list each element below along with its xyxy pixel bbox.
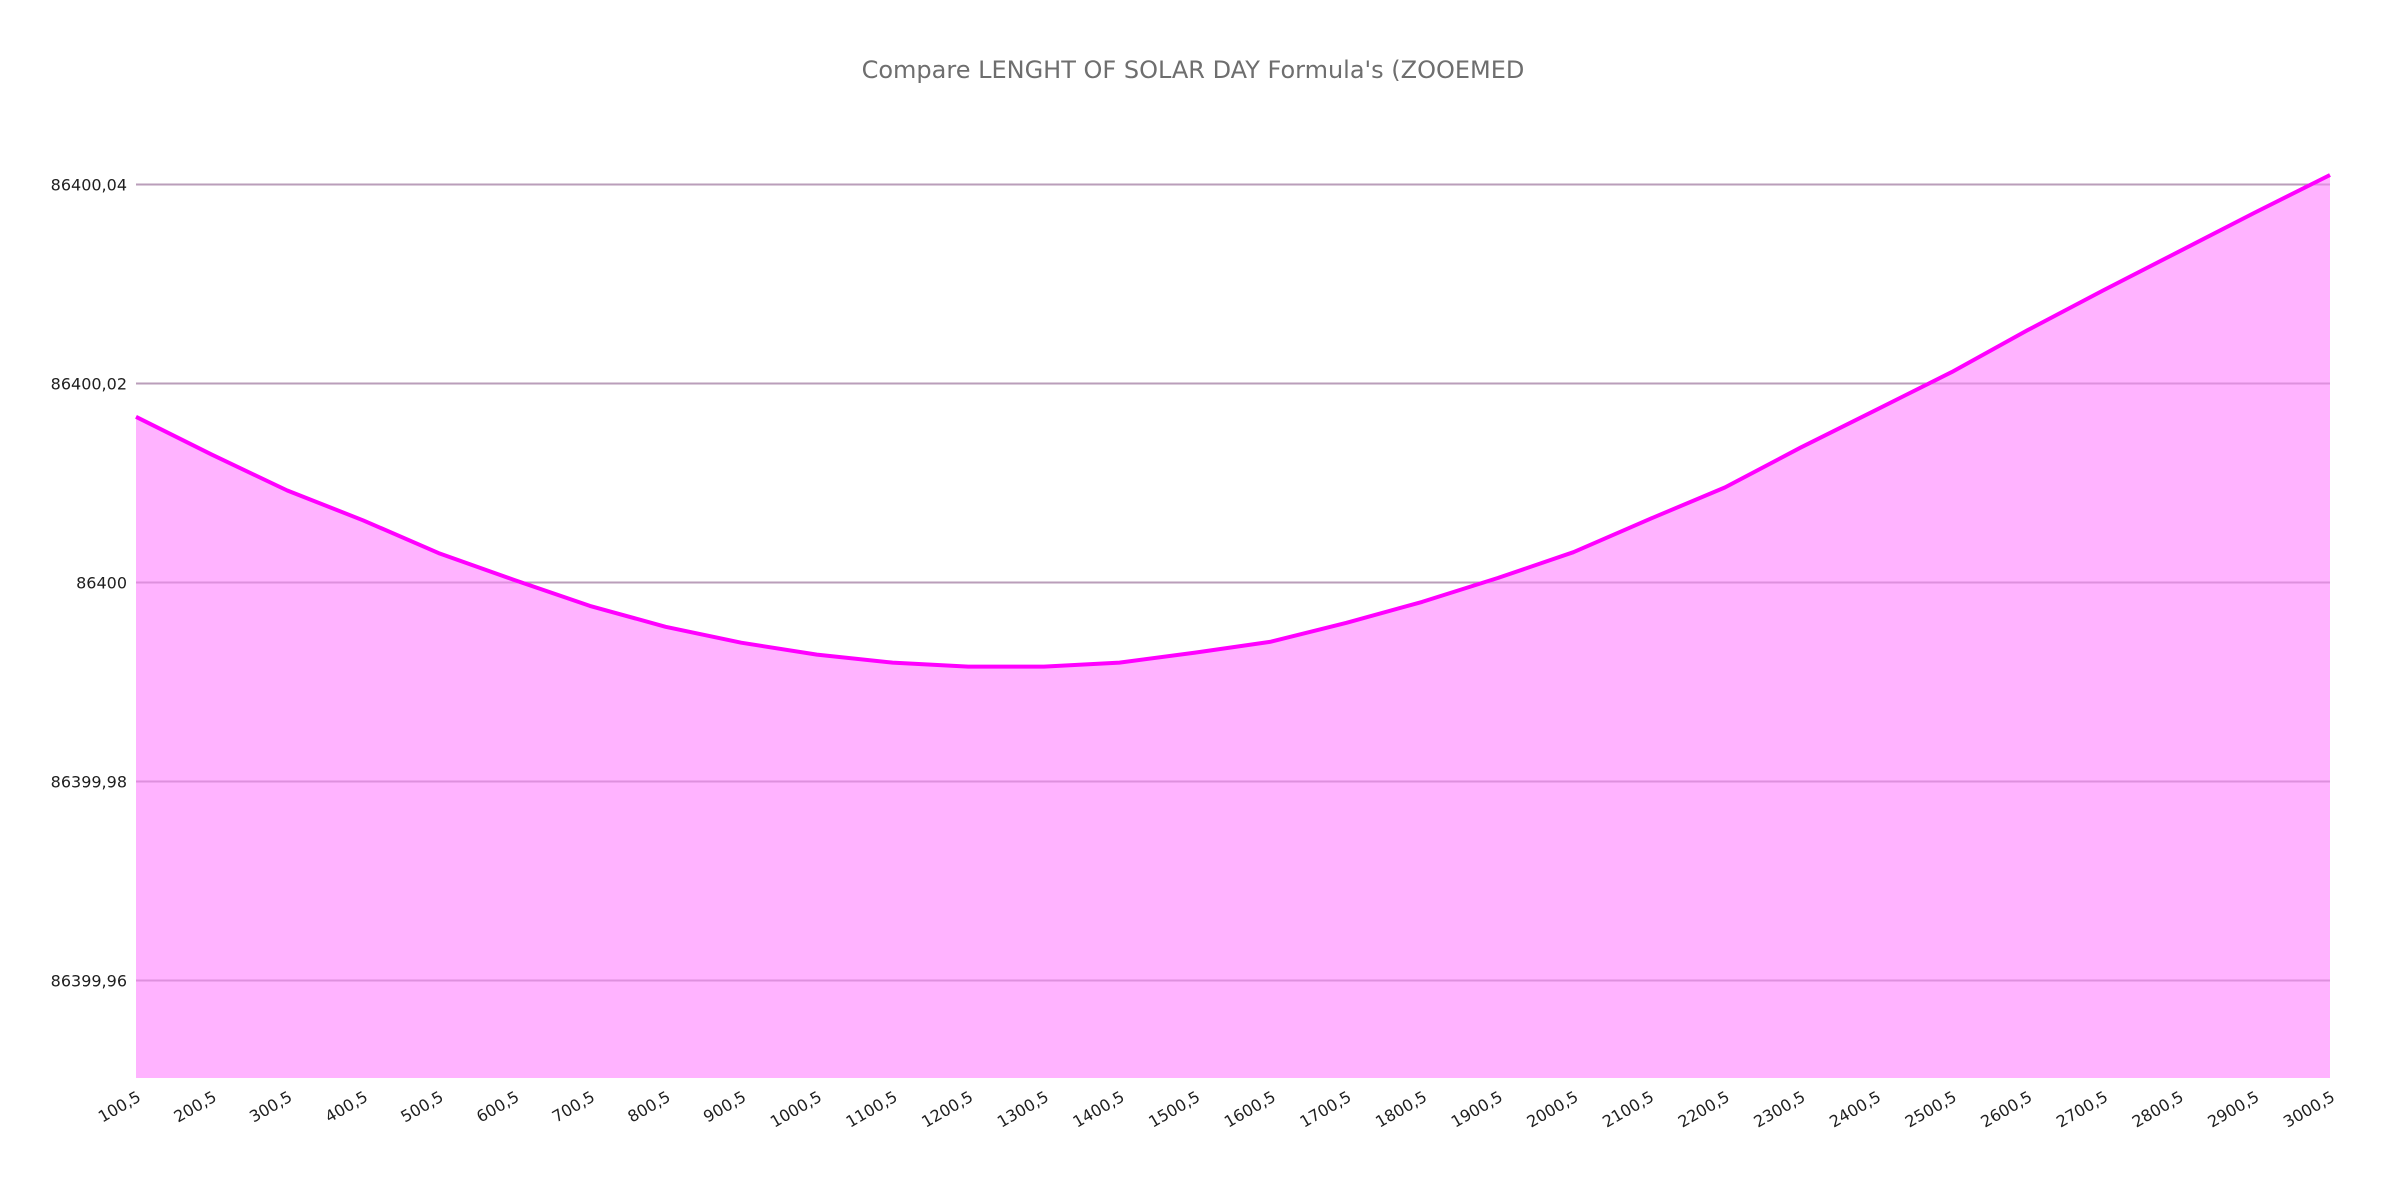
x-tick-label: 100,5 (95, 1087, 144, 1126)
series-line (135, 173, 2331, 669)
area-fill (136, 175, 2330, 1078)
y-axis-labels: 86400,04 86400,02 86400 86399,98 86399,96 (51, 176, 127, 991)
x-tick-label: 1900,5 (1448, 1087, 1506, 1131)
x-tick-label: 1300,5 (994, 1087, 1052, 1131)
x-tick-label: 400,5 (322, 1087, 371, 1126)
x-tick-label: 600,5 (473, 1087, 522, 1126)
x-tick-label: 2100,5 (1599, 1087, 1657, 1131)
x-tick-label: 2000,5 (1523, 1087, 1581, 1131)
x-tick-label: 1600,5 (1221, 1087, 1279, 1131)
x-tick-label: 200,5 (170, 1087, 219, 1126)
x-tick-label: 1200,5 (918, 1087, 976, 1131)
y-tick-label: 86400 (76, 574, 127, 593)
x-tick-label: 1000,5 (767, 1087, 825, 1131)
x-tick-label: 1800,5 (1372, 1087, 1430, 1131)
y-tick-label: 86399,96 (51, 972, 127, 991)
x-tick-label: 1400,5 (1070, 1087, 1128, 1131)
chart-title: Compare LENGHT OF SOLAR DAY Formula's (Z… (861, 56, 1525, 84)
y-tick-label: 86400,02 (51, 375, 127, 394)
x-tick-label: 2200,5 (1675, 1087, 1733, 1131)
x-tick-label: 500,5 (397, 1087, 446, 1126)
x-tick-label: 1700,5 (1296, 1087, 1354, 1131)
x-tick-label: 3000,5 (2280, 1087, 2338, 1131)
x-tick-label: 2500,5 (1902, 1087, 1960, 1131)
gridlines-over-fill (136, 183, 2330, 982)
y-tick-label: 86400,04 (51, 176, 127, 195)
x-tick-label: 2700,5 (2053, 1087, 2111, 1131)
y-tick-label: 86399,98 (51, 773, 127, 792)
x-tick-label: 2900,5 (2204, 1087, 2262, 1131)
x-tick-label: 300,5 (246, 1087, 295, 1126)
x-tick-label: 2400,5 (1826, 1087, 1884, 1131)
x-tick-label: 2800,5 (2129, 1087, 2187, 1131)
x-tick-label: 700,5 (549, 1087, 598, 1126)
x-tick-label: 2300,5 (1750, 1087, 1808, 1131)
x-tick-label: 1500,5 (1145, 1087, 1203, 1131)
x-tick-label: 1100,5 (843, 1087, 901, 1131)
x-axis-labels: 100,5 200,5 300,5 400,5 500,5 600,5 700,5 800,5… (95, 1087, 2338, 1131)
x-tick-label: 800,5 (624, 1087, 673, 1126)
x-tick-label: 900,5 (700, 1087, 749, 1126)
x-tick-label: 2600,5 (1977, 1087, 2035, 1131)
